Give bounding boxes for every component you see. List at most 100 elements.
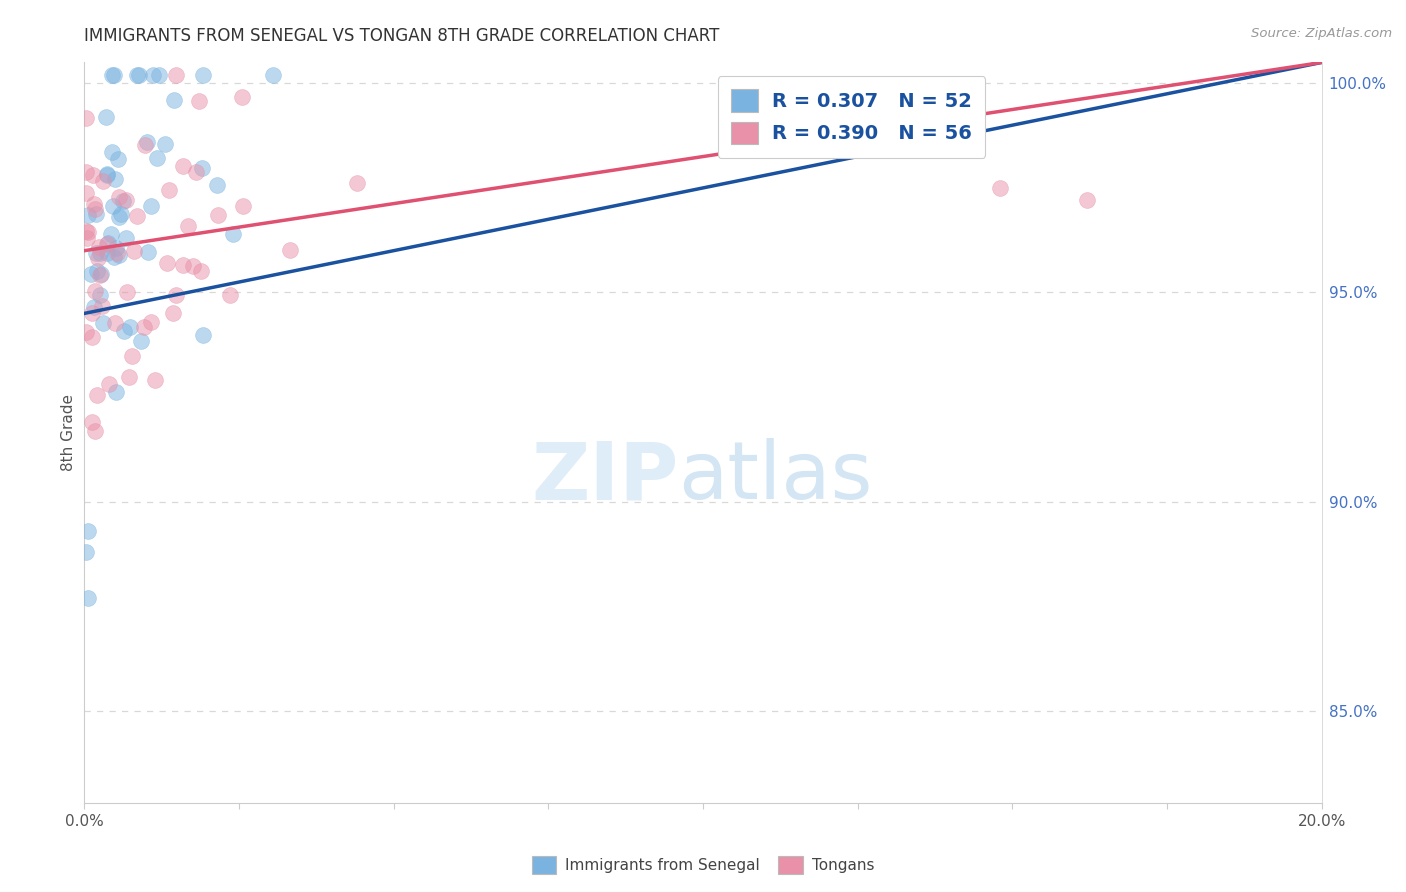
Point xyxy=(82,416,104,430)
Point xyxy=(172,159,194,173)
Point xyxy=(134,320,156,334)
Point xyxy=(101,199,124,213)
Point xyxy=(118,320,141,334)
Point xyxy=(127,68,149,82)
Point xyxy=(83,202,105,217)
Point xyxy=(988,181,1011,195)
Point xyxy=(278,244,301,258)
Y-axis label: 8th Grade: 8th Grade xyxy=(60,394,76,471)
Point xyxy=(186,165,208,179)
Point xyxy=(115,285,138,300)
Point xyxy=(107,153,129,167)
Point xyxy=(75,545,97,559)
Point xyxy=(136,135,159,149)
Point xyxy=(100,68,122,82)
Point xyxy=(231,89,253,103)
Point xyxy=(165,287,187,301)
Point xyxy=(107,248,129,262)
Point xyxy=(87,240,110,254)
Point xyxy=(91,299,114,313)
Point xyxy=(114,193,136,207)
Point xyxy=(104,241,127,255)
Text: ZIP: ZIP xyxy=(531,438,678,516)
Point xyxy=(262,68,284,82)
Point xyxy=(98,376,121,391)
Point xyxy=(75,165,97,179)
Point xyxy=(86,388,108,402)
Point xyxy=(75,325,97,339)
Point xyxy=(165,68,187,82)
Point xyxy=(84,206,107,220)
Point xyxy=(104,316,127,330)
Point xyxy=(139,315,162,329)
Text: IMMIGRANTS FROM SENEGAL VS TONGAN 8TH GRADE CORRELATION CHART: IMMIGRANTS FROM SENEGAL VS TONGAN 8TH GR… xyxy=(84,27,720,45)
Point xyxy=(222,227,245,241)
Point xyxy=(153,136,176,151)
Point xyxy=(125,210,148,224)
Point xyxy=(100,227,122,241)
Point xyxy=(86,263,108,277)
Text: Source: ZipAtlas.com: Source: ZipAtlas.com xyxy=(1251,27,1392,40)
Point xyxy=(76,591,98,605)
Point xyxy=(121,349,143,363)
Point xyxy=(193,328,215,343)
Point xyxy=(91,317,114,331)
Point xyxy=(207,208,229,222)
Point xyxy=(89,246,111,260)
Point xyxy=(82,169,104,183)
Point xyxy=(77,524,100,538)
Point xyxy=(136,244,159,259)
Point xyxy=(77,208,100,222)
Point xyxy=(105,384,128,399)
Point xyxy=(129,334,152,348)
Point xyxy=(83,197,105,211)
Point xyxy=(111,194,134,209)
Point xyxy=(107,190,129,204)
Point xyxy=(177,219,200,233)
Point xyxy=(346,177,368,191)
Point xyxy=(96,245,118,260)
Point xyxy=(89,288,111,302)
Point xyxy=(107,210,129,224)
Point xyxy=(218,287,240,301)
Point xyxy=(188,94,211,108)
Point xyxy=(134,137,156,152)
Point xyxy=(143,373,166,387)
Point xyxy=(115,231,138,245)
Point xyxy=(96,237,118,252)
Legend: Immigrants from Senegal, Tongans: Immigrants from Senegal, Tongans xyxy=(526,850,880,880)
Point xyxy=(190,263,212,277)
Point xyxy=(146,151,169,165)
Point xyxy=(181,260,204,274)
Point xyxy=(84,246,107,260)
Point xyxy=(142,68,165,82)
Point xyxy=(155,256,177,270)
Point xyxy=(94,110,117,124)
Point xyxy=(157,183,180,197)
Point xyxy=(148,68,170,82)
Point xyxy=(101,145,124,159)
Point xyxy=(97,236,120,251)
Point xyxy=(110,207,132,221)
Point xyxy=(162,306,184,320)
Legend: R = 0.307   N = 52, R = 0.390   N = 56: R = 0.307 N = 52, R = 0.390 N = 56 xyxy=(717,76,986,158)
Point xyxy=(80,267,103,281)
Point xyxy=(87,251,110,265)
Point xyxy=(103,68,125,82)
Point xyxy=(96,167,118,181)
Point xyxy=(205,178,228,192)
Point xyxy=(118,369,141,384)
Point xyxy=(80,306,103,320)
Point xyxy=(190,161,212,176)
Point xyxy=(90,267,112,281)
Point xyxy=(75,186,97,200)
Point xyxy=(105,245,128,260)
Point xyxy=(83,301,105,315)
Point xyxy=(83,424,105,438)
Point xyxy=(82,330,104,344)
Point xyxy=(91,173,114,187)
Point xyxy=(83,284,105,298)
Point xyxy=(77,225,100,239)
Point xyxy=(104,171,127,186)
Point xyxy=(75,111,97,125)
